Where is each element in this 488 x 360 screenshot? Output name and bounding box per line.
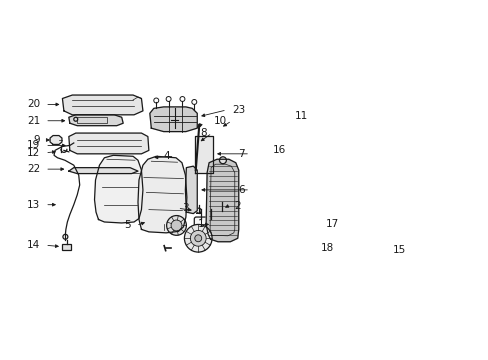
Text: 22: 22 xyxy=(27,164,40,174)
Text: 9: 9 xyxy=(34,135,40,145)
Text: 6: 6 xyxy=(238,185,244,195)
Polygon shape xyxy=(69,133,148,154)
Polygon shape xyxy=(206,159,238,242)
Text: 23: 23 xyxy=(231,105,244,115)
Polygon shape xyxy=(69,115,123,126)
Text: 21: 21 xyxy=(27,116,40,126)
Circle shape xyxy=(166,216,186,235)
Circle shape xyxy=(219,157,226,164)
Text: 8: 8 xyxy=(200,128,207,138)
Text: 10: 10 xyxy=(213,116,226,126)
Text: 11: 11 xyxy=(294,111,307,121)
Polygon shape xyxy=(62,95,142,115)
Polygon shape xyxy=(50,136,62,144)
Text: 20: 20 xyxy=(27,99,40,109)
Text: 18: 18 xyxy=(320,243,333,253)
Text: 5: 5 xyxy=(124,220,131,230)
Polygon shape xyxy=(138,156,186,233)
Polygon shape xyxy=(149,107,197,132)
Circle shape xyxy=(198,124,201,127)
Polygon shape xyxy=(194,136,213,172)
Circle shape xyxy=(194,235,201,242)
Polygon shape xyxy=(185,166,197,213)
Text: 14: 14 xyxy=(27,240,40,250)
Polygon shape xyxy=(94,155,142,223)
Circle shape xyxy=(190,230,206,246)
Circle shape xyxy=(171,220,182,231)
Text: 1: 1 xyxy=(198,220,204,229)
Bar xyxy=(77,117,107,123)
Text: 12: 12 xyxy=(27,148,40,158)
Text: 2: 2 xyxy=(233,201,240,211)
Text: 13: 13 xyxy=(27,200,40,210)
Polygon shape xyxy=(69,168,138,174)
Bar xyxy=(62,244,71,250)
Text: 16: 16 xyxy=(272,145,285,156)
Text: 15: 15 xyxy=(391,245,405,255)
Circle shape xyxy=(290,179,298,186)
FancyBboxPatch shape xyxy=(194,217,217,234)
Text: 19: 19 xyxy=(27,140,40,150)
Circle shape xyxy=(184,224,212,252)
Text: 17: 17 xyxy=(325,220,338,229)
Text: 7: 7 xyxy=(238,149,244,159)
Text: 4: 4 xyxy=(163,151,169,161)
Text: 3: 3 xyxy=(182,203,189,213)
